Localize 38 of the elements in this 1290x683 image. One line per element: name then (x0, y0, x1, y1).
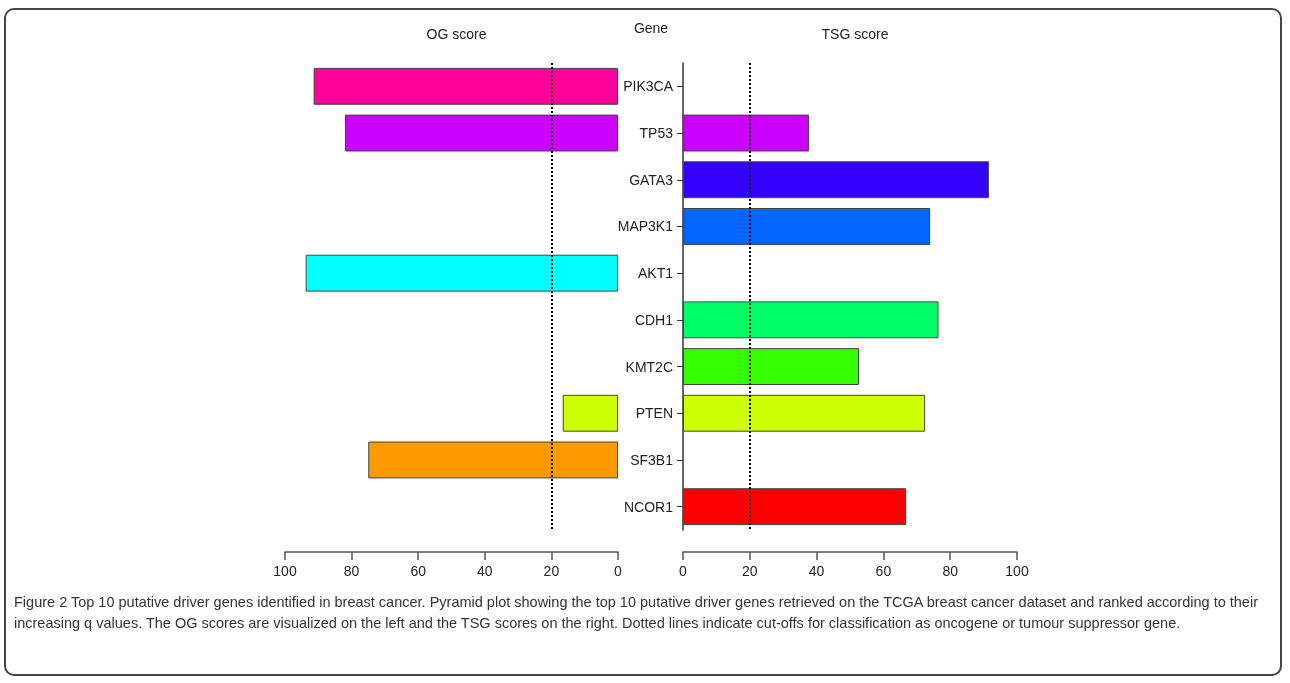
chart-title: OG score (426, 26, 487, 42)
x-tick-label: 60 (410, 563, 427, 579)
x-tick-label: 20 (543, 563, 560, 579)
bar (683, 348, 860, 385)
x-tick-label: 0 (679, 563, 688, 579)
y-tick-label: SF3B1 (630, 451, 674, 468)
x-tick-label: 100 (273, 563, 297, 579)
x-tick-label: 0 (614, 563, 623, 579)
y-tick-label: NCOR1 (623, 498, 674, 515)
y-tick-label: CDH1 (634, 311, 674, 328)
bar (683, 488, 907, 526)
y-tick-label: AKT1 (637, 265, 674, 282)
x-tick-label: 80 (942, 563, 959, 579)
y-tick-label: PTEN (635, 405, 673, 422)
bar (683, 114, 809, 152)
x-tick-label: 80 (343, 563, 360, 579)
bar (683, 161, 989, 199)
x-tick-label: 100 (1005, 563, 1029, 579)
x-tick-label: 40 (477, 563, 493, 579)
y-tick-label: GATA3 (629, 171, 674, 188)
x-tick-label: 40 (808, 563, 825, 579)
chart-title: TSG score (821, 26, 889, 42)
bar (313, 67, 618, 105)
caption: Figure 2 Top 10 putative driver genes identified in breast cancer. Pyramid plot showing the top 10 putative driver genes retrieved on the TCGA breast cancer dataset and ranked according to their increasing q values. The OG scores are visualized on the left and the TSG scores on the right. Dotted lines indicate cut-offs for classification as oncogene or tumour suppressor gene. (14, 593, 1259, 633)
y-tick-label: PIK3CA (623, 78, 674, 95)
x-tick-label: 60 (875, 563, 892, 579)
bar (305, 254, 618, 292)
x-tick-label: 20 (742, 563, 758, 579)
y-axis-title: Gene (633, 20, 669, 36)
y-tick-label: MAP3K1 (617, 218, 674, 235)
bar (683, 394, 926, 432)
y-tick-label: TP53 (639, 125, 674, 142)
bar (683, 301, 939, 339)
bar (562, 394, 618, 432)
bar (683, 208, 931, 245)
bar (368, 441, 618, 479)
y-tick-label: KMT2C (625, 358, 673, 375)
bar (344, 114, 618, 152)
